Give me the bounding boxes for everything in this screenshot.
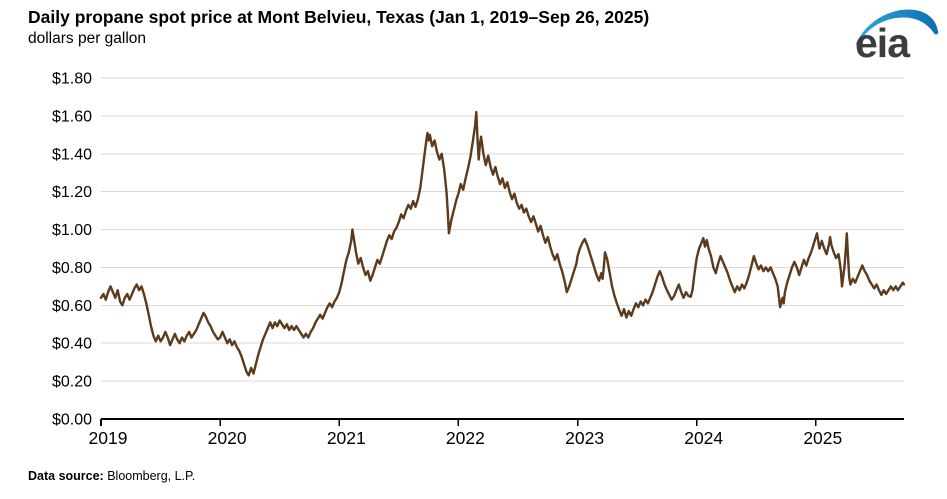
price-line [99, 110, 906, 377]
y-axis-label: $1.40 [52, 146, 92, 163]
chart-subtitle: dollars per gallon [28, 30, 147, 47]
y-axis-label: $0.20 [52, 374, 92, 391]
eia-logo-text: eia [855, 20, 911, 64]
eia-logo: eia [855, 9, 939, 64]
y-axis-label: $1.20 [52, 184, 92, 201]
data-source-value: Bloomberg, L.P. [103, 469, 196, 483]
y-axis-label: $1.00 [52, 222, 92, 239]
x-axis-label: 2025 [803, 428, 842, 448]
y-axis-label: $0.80 [52, 260, 92, 277]
chart-title: Daily propane spot price at Mont Belvieu… [28, 7, 650, 27]
y-axis-label: $0.60 [52, 298, 92, 315]
x-axis-label: 2022 [446, 428, 485, 448]
x-axis-label: 2020 [208, 428, 247, 448]
x-axis-label: 2023 [565, 428, 604, 448]
y-axis-label: $1.60 [52, 108, 92, 125]
eia-logo-swoosh-icon [856, 9, 939, 46]
data-source-label: Data source: [28, 469, 104, 483]
y-axis-label: $0.40 [52, 336, 92, 353]
y-axis-label: $1.80 [52, 71, 92, 88]
y-axis-label: $0.00 [52, 412, 92, 429]
x-axis-label: 2019 [89, 428, 128, 448]
x-axis-label: 2021 [327, 428, 366, 448]
x-axis-label: 2024 [684, 428, 723, 448]
data-source-note: Data source: Bloomberg, L.P. [28, 469, 195, 483]
